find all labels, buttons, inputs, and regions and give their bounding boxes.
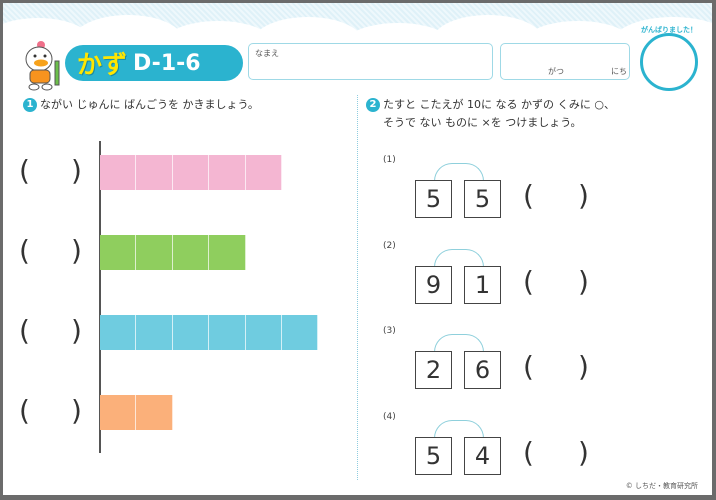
- number-box: 4: [464, 436, 501, 475]
- bar-cell: [136, 235, 173, 270]
- bar-cell: [136, 155, 173, 190]
- answer-blank[interactable]: [538, 266, 578, 304]
- day-label: にち: [611, 67, 627, 76]
- answer-paren-close: ): [578, 179, 589, 212]
- name-field[interactable]: [248, 43, 493, 80]
- answer-paren-open: (: [523, 350, 534, 383]
- answer-paren-close: ): [71, 234, 82, 267]
- answer-paren-open: (: [19, 314, 30, 347]
- subject-title: かず: [77, 50, 128, 79]
- date-field[interactable]: [500, 43, 630, 80]
- bar-cell: [172, 315, 210, 350]
- bar-cell: [209, 315, 246, 350]
- answer-paren-open: (: [523, 264, 534, 298]
- answer-blank[interactable]: [538, 180, 578, 218]
- stamp-label: がんばりました！: [641, 26, 697, 34]
- answer-paren-close: ): [71, 394, 82, 427]
- number-box: 5: [415, 436, 452, 475]
- pair-item: (2) 9 1 ( ): [373, 241, 603, 321]
- bar-cell: [100, 155, 137, 190]
- answer-paren-open: (: [19, 234, 30, 267]
- number-box: 1: [464, 265, 501, 304]
- pair-item: (1) 5 5 ( ): [373, 155, 603, 235]
- pair-item: (4) 5 4 ( ): [373, 412, 603, 492]
- bar-cell: [100, 315, 137, 350]
- completion-stamp-circle: [640, 33, 698, 91]
- bar-cell: [245, 155, 282, 190]
- number-box: 6: [464, 351, 501, 389]
- bar-cell: [209, 235, 246, 270]
- length-bar: [100, 315, 319, 350]
- bar-cell: [209, 155, 246, 190]
- pair-arc: [434, 163, 484, 181]
- bar-cell: [100, 235, 137, 270]
- number-box: 5: [415, 180, 452, 218]
- bar-cell: [136, 315, 173, 350]
- answer-paren-open: (: [523, 179, 534, 212]
- bar-cell: [172, 155, 210, 190]
- item-label: (1): [383, 155, 396, 165]
- number-box: 2: [415, 351, 452, 389]
- item-label: (3): [383, 326, 396, 336]
- answer-paren-open: (: [19, 154, 30, 187]
- worksheet-code: D-1-6: [133, 50, 201, 76]
- item-label: (2): [383, 240, 396, 251]
- bar-cell: [136, 395, 173, 430]
- length-bar: [100, 155, 282, 190]
- length-bar: [100, 235, 246, 270]
- pair-arc: [434, 419, 484, 438]
- bar-cell: [172, 235, 210, 270]
- question-2-prompt: 2 たすと こたえが 10に なる かずの くみに ○、 そうで ない ものに ×…: [366, 96, 615, 132]
- answer-paren-close: ): [578, 435, 589, 469]
- name-label: なまえ: [255, 49, 279, 58]
- worksheet: かず D-1-6 なまえ がつ にち がんばりました！ 1 ながい じゅんに ばん…: [3, 3, 712, 495]
- pair-arc: [434, 334, 484, 352]
- question-text-line-1: たすと こたえが 10に なる かずの くみに ○、: [383, 98, 616, 111]
- item-label: (4): [383, 411, 396, 422]
- question-1-prompt: 1 ながい じゅんに ばんごうを かきましょう。: [23, 96, 259, 114]
- bar-cell: [281, 315, 319, 350]
- title-badge: かず D-1-6: [65, 45, 243, 81]
- duck-mascot-icon: [25, 41, 60, 91]
- number-box: 5: [464, 180, 501, 218]
- bar-cell: [245, 315, 282, 350]
- section-divider: [357, 95, 358, 480]
- number-box: 9: [415, 265, 452, 304]
- question-text-line-2: そうで ない ものに ×を つけましょう。: [383, 116, 582, 129]
- bar-cell: [100, 395, 137, 430]
- answer-blank[interactable]: [538, 437, 578, 475]
- copyright: © しちだ・教育研究所: [625, 482, 698, 490]
- question-number-badge: 2: [366, 98, 380, 112]
- answer-paren-open: (: [523, 435, 534, 469]
- question-number-badge: 1: [23, 98, 37, 112]
- length-bar: [100, 395, 173, 430]
- answer-blank[interactable]: [538, 351, 578, 389]
- pair-item: (3) 2 6 ( ): [373, 326, 603, 406]
- bar-baseline: [99, 141, 101, 453]
- answer-paren-close: ): [71, 314, 82, 347]
- answer-paren-open: (: [19, 394, 30, 427]
- month-label: がつ: [548, 67, 564, 76]
- answer-paren-close: ): [578, 350, 589, 383]
- question-text: ながい じゅんに ばんごうを かきましょう。: [40, 98, 259, 111]
- answer-paren-close: ): [71, 154, 82, 187]
- pair-arc: [434, 248, 484, 267]
- answer-paren-close: ): [578, 264, 589, 298]
